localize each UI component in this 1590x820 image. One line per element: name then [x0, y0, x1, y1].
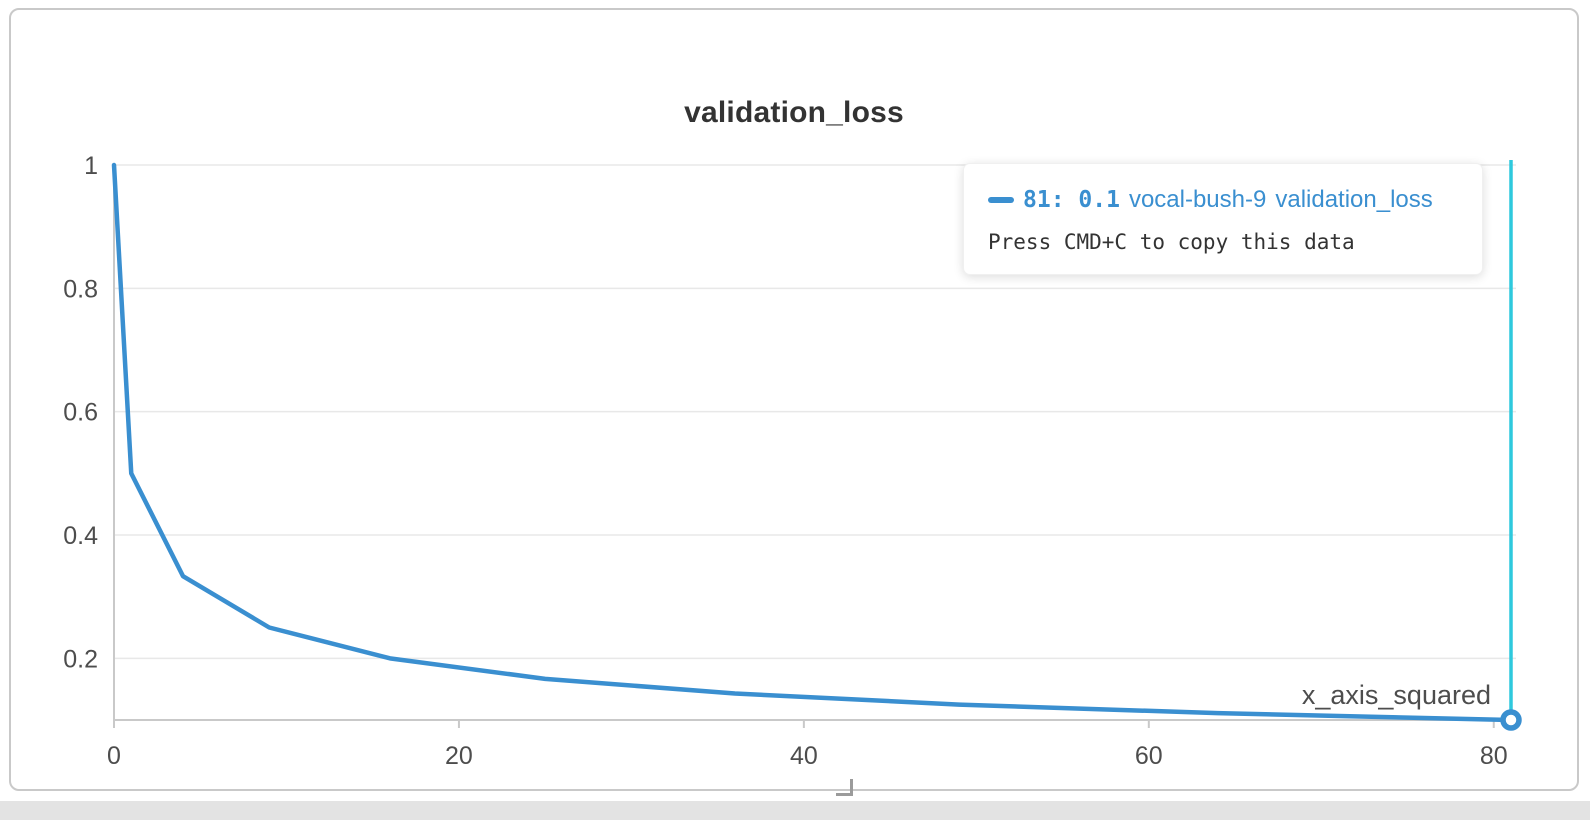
chart-title: validation_loss	[684, 96, 904, 129]
resize-handle-icon[interactable]	[836, 779, 853, 796]
svg-text:0.6: 0.6	[63, 399, 98, 427]
svg-text:40: 40	[790, 742, 818, 770]
svg-text:0.2: 0.2	[63, 645, 98, 673]
chart-plot-area[interactable]: 1 0.8 0.6 0.4 0.2 0 20 40 60 80 x_axis_squared	[41, 150, 1541, 800]
svg-text:x_axis_squared: x_axis_squared	[1302, 680, 1491, 710]
svg-text:1: 1	[84, 152, 98, 180]
svg-text:0: 0	[107, 742, 121, 770]
series-swatch-icon	[988, 197, 1014, 203]
tooltip-copy-hint: Press CMD+C to copy this data	[988, 230, 1355, 254]
tooltip-series-row: 81: 0.1 vocal-bush-9 validation_loss	[988, 186, 1458, 214]
hover-tooltip: 81: 0.1 vocal-bush-9 validation_loss Pre…	[963, 163, 1483, 275]
chart-svg: 1 0.8 0.6 0.4 0.2 0 20 40 60 80 x_axis_squared	[63, 152, 1522, 770]
tooltip-value: 81: 0.1	[1023, 187, 1120, 213]
svg-text:0.8: 0.8	[63, 275, 98, 303]
tooltip-metric-name: validation_loss	[1275, 186, 1433, 213]
svg-text:20: 20	[445, 742, 473, 770]
svg-text:0.4: 0.4	[63, 522, 98, 550]
svg-text:80: 80	[1480, 742, 1508, 770]
chart-panel: validation_loss 1 0.8 0.6 0.4 0.2 0 20 40 60 80 x_…	[9, 8, 1579, 791]
svg-text:60: 60	[1135, 742, 1163, 770]
bottom-strip	[0, 801, 1590, 820]
tooltip-run-name: vocal-bush-9	[1128, 186, 1267, 213]
